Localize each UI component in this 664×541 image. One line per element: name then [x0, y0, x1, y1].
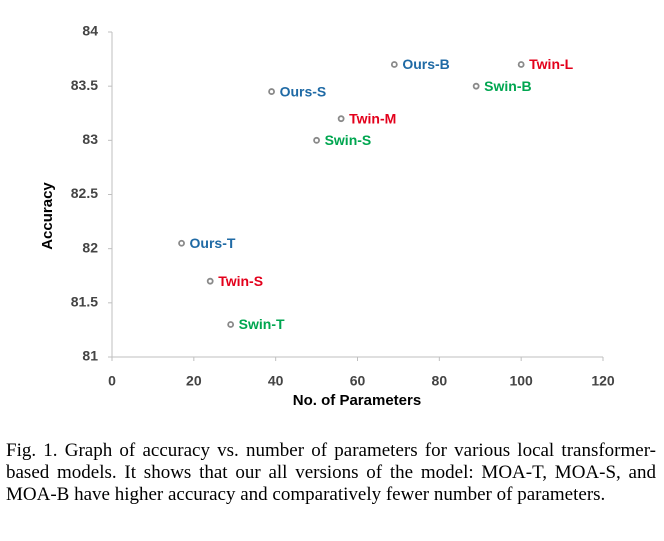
y-axis-title: Accuracy: [39, 182, 56, 250]
point: [517, 61, 525, 68]
point-label: Swin-T: [239, 316, 285, 332]
y-tick-label: 82: [82, 239, 98, 255]
point: [268, 88, 275, 95]
x-tick-label: 0: [108, 373, 116, 389]
y-tick-label: 81.5: [71, 294, 98, 310]
x-tick-label: 100: [509, 373, 533, 389]
x-tick-label: 80: [432, 373, 448, 389]
point-label: Twin-S: [218, 273, 263, 289]
y-tick-label: 83: [82, 131, 98, 147]
point: [178, 239, 185, 247]
chart: No. of Parameters Accuracy 81 81.5 82 82.5 8…: [39, 23, 615, 409]
point: [206, 277, 214, 285]
y-tick-label: 83.5: [71, 77, 98, 93]
x-tick-label: 40: [268, 373, 284, 389]
point-label: Ours-S: [280, 83, 327, 99]
y-tick-label: 81: [82, 348, 98, 364]
point-label: Ours-B: [402, 56, 449, 72]
y-tick-label: 82.5: [71, 185, 98, 201]
point: [390, 61, 398, 68]
point-label: Twin-L: [529, 56, 574, 72]
point-label: Twin-M: [349, 110, 396, 126]
caption: Fig. 1. Graph of accuracy vs. number of …: [6, 440, 656, 505]
y-tick-label: 84: [82, 23, 98, 39]
point-label: Swin-S: [325, 132, 372, 148]
point: [472, 82, 480, 90]
point: [227, 321, 235, 328]
point: [313, 136, 320, 144]
x-axis-title: No. of Parameters: [293, 392, 421, 409]
point: [337, 115, 345, 123]
x-tick-label: 20: [186, 373, 202, 389]
point-label: Swin-B: [484, 78, 531, 94]
point-label: Ours-T: [190, 235, 236, 251]
x-tick-label: 120: [591, 373, 615, 389]
x-tick-label: 60: [350, 373, 366, 389]
